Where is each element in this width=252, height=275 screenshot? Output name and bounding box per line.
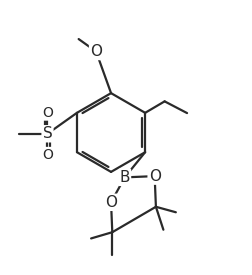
Text: O: O [90, 44, 102, 59]
Text: O: O [42, 148, 53, 162]
Text: O: O [149, 169, 161, 184]
Text: B: B [119, 170, 130, 185]
Text: S: S [43, 126, 52, 141]
Text: O: O [105, 195, 117, 210]
Text: O: O [42, 106, 53, 120]
